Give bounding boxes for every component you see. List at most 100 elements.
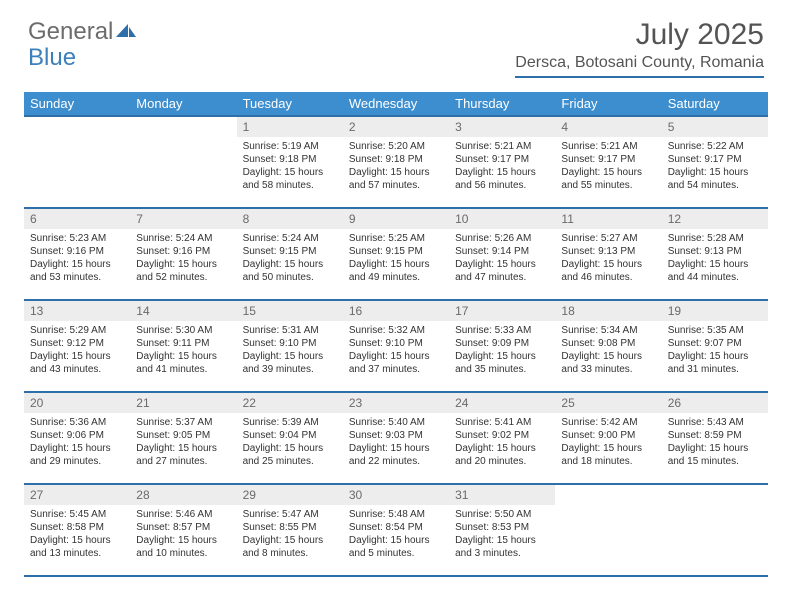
day-number: 2 (343, 117, 449, 137)
day-number: 3 (449, 117, 555, 137)
calendar-cell: 14Sunrise: 5:30 AMSunset: 9:11 PMDayligh… (130, 300, 236, 392)
calendar-cell: 5Sunrise: 5:22 AMSunset: 9:17 PMDaylight… (662, 116, 768, 208)
day-number: 16 (343, 301, 449, 321)
calendar-cell: 2Sunrise: 5:20 AMSunset: 9:18 PMDaylight… (343, 116, 449, 208)
day-header: Friday (555, 92, 661, 116)
calendar-cell (24, 116, 130, 208)
calendar-row: 1Sunrise: 5:19 AMSunset: 9:18 PMDaylight… (24, 116, 768, 208)
calendar-cell: 22Sunrise: 5:39 AMSunset: 9:04 PMDayligh… (237, 392, 343, 484)
day-number: 6 (24, 209, 130, 229)
day-details: Sunrise: 5:47 AMSunset: 8:55 PMDaylight:… (237, 505, 343, 564)
calendar-cell: 28Sunrise: 5:46 AMSunset: 8:57 PMDayligh… (130, 484, 236, 576)
day-number: 13 (24, 301, 130, 321)
calendar-table: SundayMondayTuesdayWednesdayThursdayFrid… (24, 92, 768, 577)
calendar-row: 6Sunrise: 5:23 AMSunset: 9:16 PMDaylight… (24, 208, 768, 300)
calendar-cell: 25Sunrise: 5:42 AMSunset: 9:00 PMDayligh… (555, 392, 661, 484)
calendar-cell: 13Sunrise: 5:29 AMSunset: 9:12 PMDayligh… (24, 300, 130, 392)
calendar-cell: 16Sunrise: 5:32 AMSunset: 9:10 PMDayligh… (343, 300, 449, 392)
day-number: 28 (130, 485, 236, 505)
day-details: Sunrise: 5:26 AMSunset: 9:14 PMDaylight:… (449, 229, 555, 288)
day-details: Sunrise: 5:23 AMSunset: 9:16 PMDaylight:… (24, 229, 130, 288)
day-details: Sunrise: 5:29 AMSunset: 9:12 PMDaylight:… (24, 321, 130, 380)
day-number: 8 (237, 209, 343, 229)
day-number: 18 (555, 301, 661, 321)
day-details: Sunrise: 5:37 AMSunset: 9:05 PMDaylight:… (130, 413, 236, 472)
calendar-cell: 12Sunrise: 5:28 AMSunset: 9:13 PMDayligh… (662, 208, 768, 300)
calendar-row: 27Sunrise: 5:45 AMSunset: 8:58 PMDayligh… (24, 484, 768, 576)
day-number: 30 (343, 485, 449, 505)
calendar-cell: 4Sunrise: 5:21 AMSunset: 9:17 PMDaylight… (555, 116, 661, 208)
calendar-cell: 21Sunrise: 5:37 AMSunset: 9:05 PMDayligh… (130, 392, 236, 484)
day-details: Sunrise: 5:42 AMSunset: 9:00 PMDaylight:… (555, 413, 661, 472)
day-details: Sunrise: 5:24 AMSunset: 9:16 PMDaylight:… (130, 229, 236, 288)
day-number: 23 (343, 393, 449, 413)
day-details: Sunrise: 5:35 AMSunset: 9:07 PMDaylight:… (662, 321, 768, 380)
day-details: Sunrise: 5:32 AMSunset: 9:10 PMDaylight:… (343, 321, 449, 380)
page-header: General July 2025 Dersca, Botosani Count… (0, 0, 792, 84)
calendar-cell: 20Sunrise: 5:36 AMSunset: 9:06 PMDayligh… (24, 392, 130, 484)
day-details: Sunrise: 5:40 AMSunset: 9:03 PMDaylight:… (343, 413, 449, 472)
calendar-cell: 17Sunrise: 5:33 AMSunset: 9:09 PMDayligh… (449, 300, 555, 392)
calendar-cell: 24Sunrise: 5:41 AMSunset: 9:02 PMDayligh… (449, 392, 555, 484)
day-header: Tuesday (237, 92, 343, 116)
day-details: Sunrise: 5:31 AMSunset: 9:10 PMDaylight:… (237, 321, 343, 380)
brand-word-a: General (28, 18, 113, 46)
day-number: 31 (449, 485, 555, 505)
day-number: 20 (24, 393, 130, 413)
day-number: 22 (237, 393, 343, 413)
day-details: Sunrise: 5:24 AMSunset: 9:15 PMDaylight:… (237, 229, 343, 288)
day-details: Sunrise: 5:34 AMSunset: 9:08 PMDaylight:… (555, 321, 661, 380)
calendar-cell: 6Sunrise: 5:23 AMSunset: 9:16 PMDaylight… (24, 208, 130, 300)
calendar-cell: 29Sunrise: 5:47 AMSunset: 8:55 PMDayligh… (237, 484, 343, 576)
day-number: 12 (662, 209, 768, 229)
calendar-body: 1Sunrise: 5:19 AMSunset: 9:18 PMDaylight… (24, 116, 768, 576)
day-number: 24 (449, 393, 555, 413)
day-number: 10 (449, 209, 555, 229)
calendar-cell: 9Sunrise: 5:25 AMSunset: 9:15 PMDaylight… (343, 208, 449, 300)
day-details: Sunrise: 5:46 AMSunset: 8:57 PMDaylight:… (130, 505, 236, 564)
day-details: Sunrise: 5:28 AMSunset: 9:13 PMDaylight:… (662, 229, 768, 288)
calendar-cell: 1Sunrise: 5:19 AMSunset: 9:18 PMDaylight… (237, 116, 343, 208)
day-details: Sunrise: 5:19 AMSunset: 9:18 PMDaylight:… (237, 137, 343, 196)
day-details: Sunrise: 5:45 AMSunset: 8:58 PMDaylight:… (24, 505, 130, 564)
calendar-cell: 18Sunrise: 5:34 AMSunset: 9:08 PMDayligh… (555, 300, 661, 392)
day-number: 1 (237, 117, 343, 137)
calendar-cell: 19Sunrise: 5:35 AMSunset: 9:07 PMDayligh… (662, 300, 768, 392)
day-details: Sunrise: 5:48 AMSunset: 8:54 PMDaylight:… (343, 505, 449, 564)
day-details: Sunrise: 5:50 AMSunset: 8:53 PMDaylight:… (449, 505, 555, 564)
day-details: Sunrise: 5:30 AMSunset: 9:11 PMDaylight:… (130, 321, 236, 380)
day-number: 4 (555, 117, 661, 137)
logo-sail-icon (115, 23, 137, 41)
month-title: July 2025 (515, 18, 764, 52)
day-number: 15 (237, 301, 343, 321)
calendar-cell (662, 484, 768, 576)
day-details: Sunrise: 5:43 AMSunset: 8:59 PMDaylight:… (662, 413, 768, 472)
calendar-cell: 11Sunrise: 5:27 AMSunset: 9:13 PMDayligh… (555, 208, 661, 300)
calendar-cell: 23Sunrise: 5:40 AMSunset: 9:03 PMDayligh… (343, 392, 449, 484)
day-number: 11 (555, 209, 661, 229)
day-details: Sunrise: 5:39 AMSunset: 9:04 PMDaylight:… (237, 413, 343, 472)
day-number: 14 (130, 301, 236, 321)
day-details: Sunrise: 5:25 AMSunset: 9:15 PMDaylight:… (343, 229, 449, 288)
day-details: Sunrise: 5:22 AMSunset: 9:17 PMDaylight:… (662, 137, 768, 196)
calendar-cell: 3Sunrise: 5:21 AMSunset: 9:17 PMDaylight… (449, 116, 555, 208)
day-details: Sunrise: 5:33 AMSunset: 9:09 PMDaylight:… (449, 321, 555, 380)
day-number: 29 (237, 485, 343, 505)
calendar-cell: 26Sunrise: 5:43 AMSunset: 8:59 PMDayligh… (662, 392, 768, 484)
day-details: Sunrise: 5:36 AMSunset: 9:06 PMDaylight:… (24, 413, 130, 472)
calendar-cell: 10Sunrise: 5:26 AMSunset: 9:14 PMDayligh… (449, 208, 555, 300)
calendar-cell (555, 484, 661, 576)
day-number: 27 (24, 485, 130, 505)
day-header: Monday (130, 92, 236, 116)
calendar-row: 13Sunrise: 5:29 AMSunset: 9:12 PMDayligh… (24, 300, 768, 392)
day-number: 7 (130, 209, 236, 229)
calendar-cell: 31Sunrise: 5:50 AMSunset: 8:53 PMDayligh… (449, 484, 555, 576)
day-number: 21 (130, 393, 236, 413)
calendar-header-row: SundayMondayTuesdayWednesdayThursdayFrid… (24, 92, 768, 116)
day-number: 19 (662, 301, 768, 321)
day-details: Sunrise: 5:21 AMSunset: 9:17 PMDaylight:… (449, 137, 555, 196)
calendar-cell: 7Sunrise: 5:24 AMSunset: 9:16 PMDaylight… (130, 208, 236, 300)
calendar-cell (130, 116, 236, 208)
day-header: Thursday (449, 92, 555, 116)
day-details: Sunrise: 5:21 AMSunset: 9:17 PMDaylight:… (555, 137, 661, 196)
